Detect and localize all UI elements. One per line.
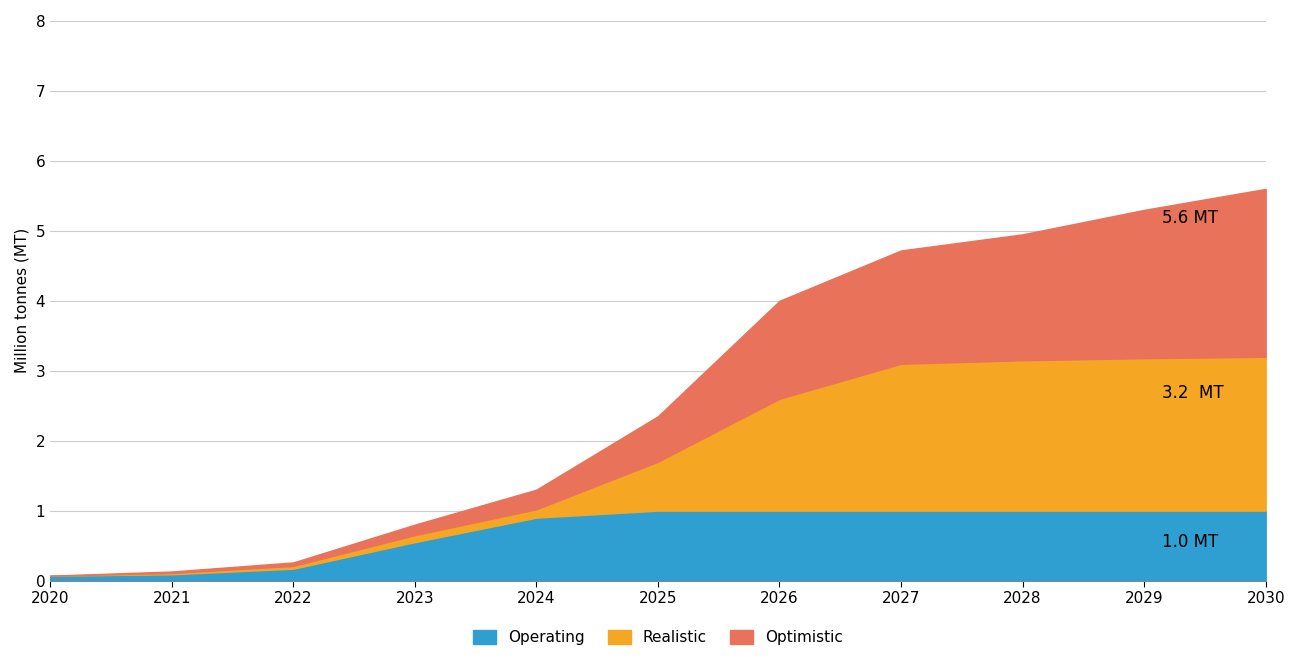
Text: 5.6 MT: 5.6 MT xyxy=(1162,210,1218,227)
Text: 1.0 MT: 1.0 MT xyxy=(1162,533,1218,551)
Y-axis label: Million tonnes (MT): Million tonnes (MT) xyxy=(16,228,30,374)
Legend: Operating, Realistic, Optimistic: Operating, Realistic, Optimistic xyxy=(467,624,849,651)
Text: 3.2  MT: 3.2 MT xyxy=(1162,384,1225,402)
